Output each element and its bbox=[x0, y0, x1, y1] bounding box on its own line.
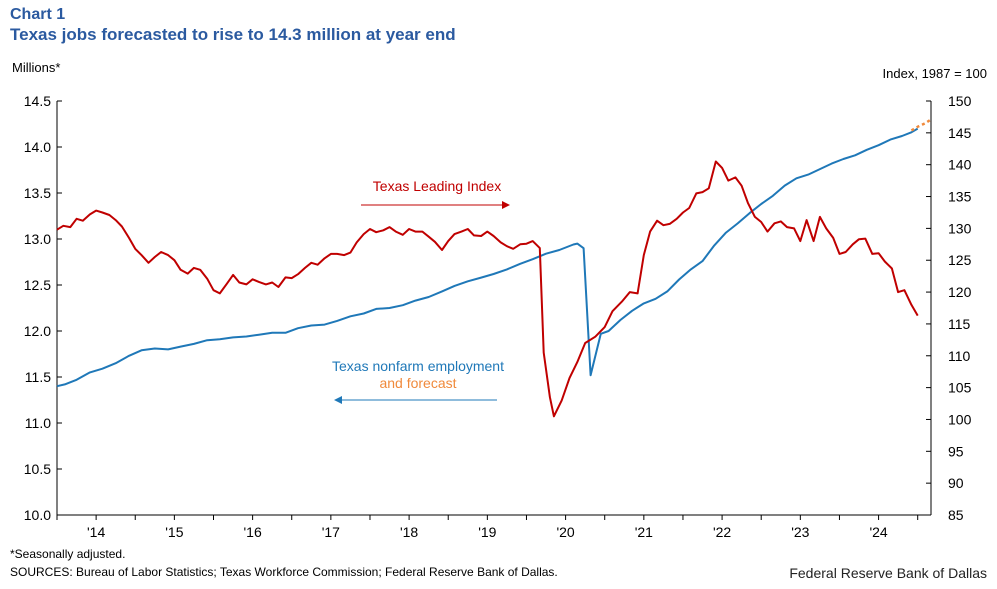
left-y-tick-label: 12.0 bbox=[24, 323, 51, 339]
x-tick-label: '22 bbox=[713, 524, 731, 540]
x-tick-label: '24 bbox=[869, 524, 887, 540]
right-y-tick-label: 100 bbox=[948, 411, 972, 427]
leading-index-arrowhead bbox=[502, 201, 510, 209]
left-axis-unit: Millions* bbox=[12, 60, 61, 75]
left-y-tick-label: 12.5 bbox=[24, 277, 51, 293]
forecast-annotation: and forecast bbox=[379, 375, 456, 391]
right-y-tick-label: 115 bbox=[948, 316, 971, 332]
right-y-tick-label: 120 bbox=[948, 284, 972, 300]
x-tick-label: '19 bbox=[478, 524, 496, 540]
right-y-tick-label: 145 bbox=[948, 125, 972, 141]
left-y-tick-label: 14.5 bbox=[24, 93, 51, 109]
left-y-tick-label: 13.0 bbox=[24, 231, 51, 247]
leading-index-annotation: Texas Leading Index bbox=[373, 178, 501, 194]
x-tick-label: '16 bbox=[243, 524, 261, 540]
x-tick-label: '18 bbox=[400, 524, 418, 540]
x-tick-label: '15 bbox=[165, 524, 183, 540]
footnote: *Seasonally adjusted. bbox=[10, 547, 126, 561]
left-y-tick-label: 10.0 bbox=[24, 507, 51, 523]
right-y-tick-label: 150 bbox=[948, 93, 972, 109]
right-y-tick-label: 140 bbox=[948, 157, 972, 173]
left-y-tick-label: 13.5 bbox=[24, 185, 51, 201]
right-y-tick-label: 130 bbox=[948, 220, 972, 236]
employment-annotation: Texas nonfarm employment bbox=[332, 358, 504, 374]
forecast-line bbox=[910, 118, 932, 132]
right-y-tick-label: 85 bbox=[948, 507, 964, 523]
x-tick-label: '17 bbox=[322, 524, 340, 540]
x-tick-label: '21 bbox=[635, 524, 653, 540]
credit: Federal Reserve Bank of Dallas bbox=[789, 565, 987, 581]
right-y-tick-label: 125 bbox=[948, 252, 972, 268]
right-y-tick-label: 90 bbox=[948, 475, 964, 491]
x-tick-label: '14 bbox=[87, 524, 105, 540]
chart-title: Texas jobs forecasted to rise to 14.3 mi… bbox=[10, 25, 456, 44]
axes: 10.0 10.5 11.0 11.5 12.0 12.5 13.0 13.5 14.0 14.5… bbox=[24, 93, 972, 540]
left-y-tick-label: 14.0 bbox=[24, 139, 51, 155]
left-y-tick-label: 11.0 bbox=[25, 415, 51, 431]
annotations: Texas Leading Index Texas nonfarm employ… bbox=[332, 178, 510, 404]
chart-label: Chart 1 bbox=[10, 6, 66, 23]
right-y-tick-label: 135 bbox=[948, 189, 972, 205]
series-lines bbox=[56, 118, 932, 418]
employment-arrowhead bbox=[334, 396, 342, 404]
left-y-tick-label: 11.5 bbox=[25, 369, 51, 385]
x-tick-label: '20 bbox=[556, 524, 574, 540]
right-axis-unit: Index, 1987 = 100 bbox=[882, 66, 987, 81]
right-y-tick-label: 105 bbox=[948, 380, 972, 396]
right-y-tick-label: 110 bbox=[948, 348, 971, 364]
left-y-tick-label: 10.5 bbox=[24, 461, 51, 477]
x-tick-label: '23 bbox=[791, 524, 809, 540]
sources: SOURCES: Bureau of Labor Statistics; Tex… bbox=[10, 565, 558, 579]
right-y-tick-label: 95 bbox=[948, 443, 964, 459]
leading-index-line bbox=[56, 160, 919, 418]
employment-line bbox=[56, 127, 919, 388]
